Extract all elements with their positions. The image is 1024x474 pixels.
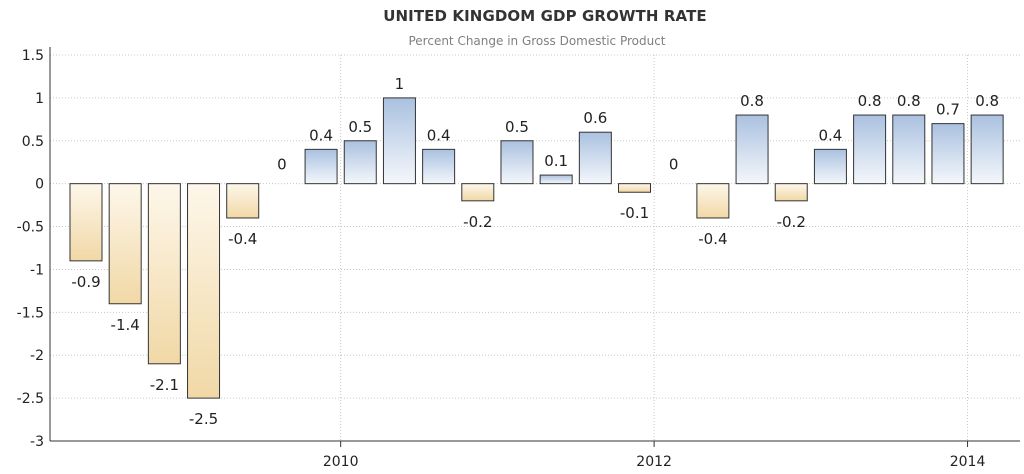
bar <box>382 97 416 185</box>
data-label: 0.8 <box>858 92 882 110</box>
data-label: -0.2 <box>463 213 492 231</box>
bar <box>853 114 887 185</box>
bar <box>226 183 260 219</box>
data-labels: -0.9 -1.4 -2.1 -2.5 -0.4 0 0.4 0.5 1 0.4 -0.2 0.5 0.… <box>71 75 999 428</box>
data-label: -0.9 <box>71 273 100 291</box>
bar <box>578 131 612 185</box>
y-tick-label: -2 <box>30 348 44 364</box>
bar <box>500 140 534 185</box>
y-tick-label: -0.5 <box>17 220 44 236</box>
bar <box>304 148 338 185</box>
bar <box>970 114 1004 185</box>
bar <box>696 183 730 219</box>
data-label: 0.4 <box>309 126 333 144</box>
data-label: 1 <box>395 75 405 93</box>
bar <box>892 114 926 185</box>
x-tick-label: 2012 <box>636 454 672 470</box>
bar <box>108 183 142 305</box>
data-label: -1.4 <box>111 316 140 334</box>
bar <box>147 183 181 365</box>
bar <box>735 114 769 185</box>
y-tick-label: 0 <box>35 177 44 193</box>
bar <box>461 183 495 202</box>
chart-title: UNITED KINGDOM GDP GROWTH RATE <box>383 7 707 25</box>
data-label: 0.6 <box>583 109 607 127</box>
y-tick-label: -1 <box>30 262 44 278</box>
bar <box>931 123 965 185</box>
x-tick-label: 2014 <box>950 454 986 470</box>
data-label: 0.4 <box>427 126 451 144</box>
bar <box>343 140 377 185</box>
bar <box>422 148 456 185</box>
data-label: 0 <box>669 156 679 174</box>
y-tick-label: 1 <box>35 91 44 107</box>
y-tick-label: 0.5 <box>22 134 44 150</box>
y-tick-label: -1.5 <box>17 305 44 321</box>
data-label: -2.1 <box>150 376 179 394</box>
bar <box>618 183 652 193</box>
data-label: -0.4 <box>698 230 727 248</box>
bar <box>539 174 573 185</box>
bar <box>813 148 847 185</box>
data-label: 0.4 <box>818 126 842 144</box>
data-label: 0.8 <box>897 92 921 110</box>
y-tick-label: 1.5 <box>22 48 44 64</box>
y-tick-label: -3 <box>30 434 44 450</box>
data-label: 0.5 <box>348 118 372 136</box>
data-label: 0.1 <box>544 152 568 170</box>
axes: 1.5 1 0.5 0 -0.5 -1 -1.5 -2 -2.5 -3 2010 2012 2014 <box>17 47 1020 470</box>
data-label: 0.8 <box>975 92 999 110</box>
bar <box>69 183 103 262</box>
chart-subtitle: Percent Change in Gross Domestic Product <box>408 34 666 48</box>
bar <box>774 183 808 202</box>
grid-lines <box>50 54 1020 441</box>
data-label: 0 <box>277 156 287 174</box>
x-tick-label: 2010 <box>323 454 359 470</box>
data-label: -0.4 <box>228 230 257 248</box>
bars <box>69 97 1004 399</box>
bar <box>187 183 221 399</box>
data-label: -0.2 <box>777 213 806 231</box>
y-tick-label: -2.5 <box>17 391 44 407</box>
data-label: -0.1 <box>620 204 649 222</box>
data-label: -2.5 <box>189 410 218 428</box>
data-label: 0.5 <box>505 118 529 136</box>
data-label: 0.7 <box>936 101 960 119</box>
data-label: 0.8 <box>740 92 764 110</box>
